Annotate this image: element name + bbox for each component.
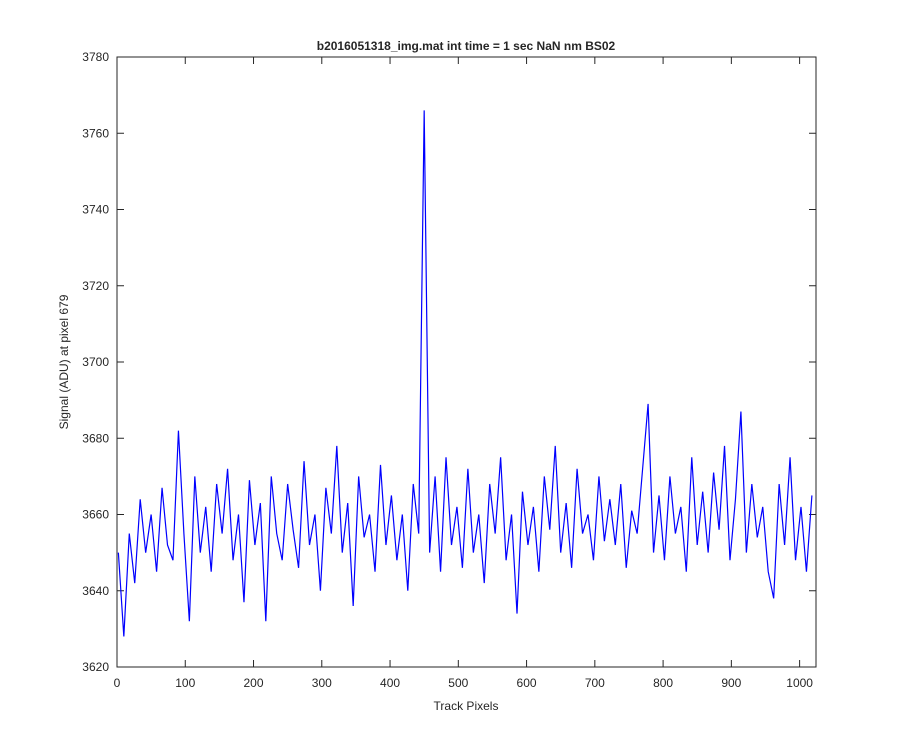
y-tick-label: 3680 bbox=[82, 431, 109, 445]
x-tick-label: 0 bbox=[114, 676, 121, 690]
x-tick-label: 600 bbox=[517, 676, 537, 690]
x-tick-label: 700 bbox=[585, 676, 605, 690]
data-line bbox=[117, 110, 813, 637]
y-tick-label: 3780 bbox=[82, 50, 109, 64]
y-tick-label: 3720 bbox=[82, 279, 109, 293]
chart-title: b2016051318_img.mat int time = 1 sec NaN… bbox=[317, 39, 616, 53]
x-tick-label: 800 bbox=[653, 676, 673, 690]
x-axis-label: Track Pixels bbox=[434, 699, 499, 713]
x-tick-label: 500 bbox=[448, 676, 468, 690]
y-tick-label: 3640 bbox=[82, 584, 109, 598]
x-tick-label: 100 bbox=[175, 676, 195, 690]
x-tick-label: 900 bbox=[721, 676, 741, 690]
y-tick-label: 3660 bbox=[82, 508, 109, 522]
x-tick-label: 300 bbox=[312, 676, 332, 690]
y-tick-label: 3620 bbox=[82, 660, 109, 674]
y-tick-label: 3700 bbox=[82, 355, 109, 369]
y-axis-label: Signal (ADU) at pixel 679 bbox=[57, 294, 71, 429]
y-tick-label: 3760 bbox=[82, 126, 109, 140]
x-tick-label: 400 bbox=[380, 676, 400, 690]
x-tick-label: 200 bbox=[244, 676, 264, 690]
x-tick-label: 1000 bbox=[786, 676, 813, 690]
y-tick-label: 3740 bbox=[82, 203, 109, 217]
plot-box bbox=[116, 56, 817, 668]
